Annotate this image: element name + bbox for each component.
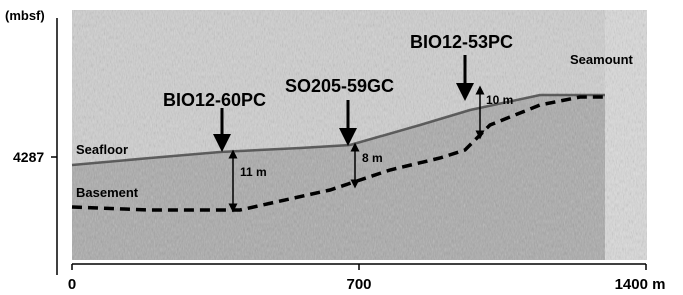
- x-tick-label: 700: [346, 276, 371, 293]
- y-axis-label: (mbsf): [5, 8, 45, 23]
- feature-label: Seamount: [570, 52, 634, 67]
- y-tick-label: 4287: [13, 149, 44, 165]
- x-tick-label: 0: [68, 276, 76, 293]
- x-tick-label: 1400 m: [615, 276, 666, 293]
- core-thickness: 10 m: [486, 93, 513, 107]
- feature-label: Seafloor: [76, 142, 128, 157]
- feature-label: Basement: [76, 185, 139, 200]
- core-thickness: 8 m: [362, 151, 383, 165]
- core-label: BIO12-60PC: [163, 90, 266, 110]
- seismic-figure: BIO12-60PC SO205-59GC BIO12-53PC 11 m 8 …: [0, 0, 683, 295]
- core-label: SO205-59GC: [285, 76, 394, 96]
- seismic-image: [72, 10, 647, 260]
- core-label: BIO12-53PC: [410, 32, 513, 52]
- core-thickness: 11 m: [240, 165, 267, 179]
